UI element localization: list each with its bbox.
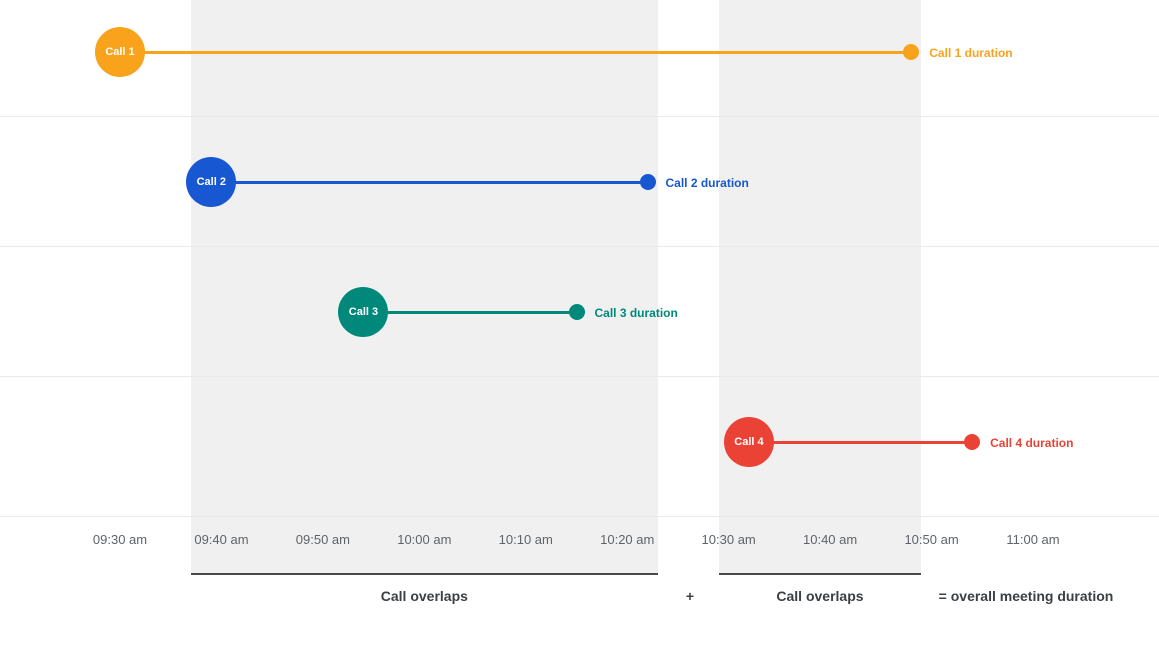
overlap-band — [718, 0, 922, 575]
overlap-label: Call overlaps — [380, 588, 468, 604]
call-duration-label: Call 4 duration — [990, 436, 1074, 450]
call-duration-line — [748, 441, 973, 444]
call-duration-label: Call 2 duration — [665, 176, 749, 190]
x-tick-label: 10:00 am — [397, 532, 452, 547]
x-tick-label: 10:30 am — [701, 532, 756, 547]
call-start-marker: Call 3 — [338, 287, 389, 337]
call-start-marker: Call 2 — [186, 157, 237, 207]
x-tick-label: 09:40 am — [194, 532, 249, 547]
overlap-band-underline — [718, 573, 922, 575]
x-tick-label: 10:50 am — [904, 532, 959, 547]
call-duration-label: Call 3 duration — [594, 306, 678, 320]
overall-duration-label: = overall meeting duration — [938, 588, 1114, 604]
call-end-marker — [568, 304, 585, 320]
gridline — [0, 376, 1159, 377]
x-tick-label: 09:30 am — [92, 532, 148, 547]
call-end-marker — [964, 434, 981, 450]
call-duration-line — [211, 181, 648, 184]
plus-label: + — [685, 588, 695, 604]
call-duration-label: Call 1 duration — [929, 46, 1013, 60]
call-end-marker — [903, 44, 920, 60]
call-duration-line — [120, 51, 912, 54]
x-tick-label: 10:10 am — [498, 532, 553, 547]
call-start-marker: Call 4 — [723, 417, 774, 467]
gridline — [0, 516, 1159, 517]
x-tick-label: 09:50 am — [295, 532, 350, 547]
overlap-band-underline — [191, 573, 658, 575]
call-end-marker — [639, 174, 656, 190]
x-tick-label: 10:20 am — [600, 532, 655, 547]
gridline — [0, 116, 1159, 117]
overlap-band — [191, 0, 658, 575]
x-tick-label: 10:40 am — [803, 532, 858, 547]
gridline — [0, 246, 1159, 247]
call-duration-line — [363, 311, 577, 314]
x-tick-label: 11:00 am — [1006, 532, 1060, 547]
overlap-label: Call overlaps — [776, 588, 864, 604]
call-start-marker: Call 1 — [95, 27, 145, 77]
